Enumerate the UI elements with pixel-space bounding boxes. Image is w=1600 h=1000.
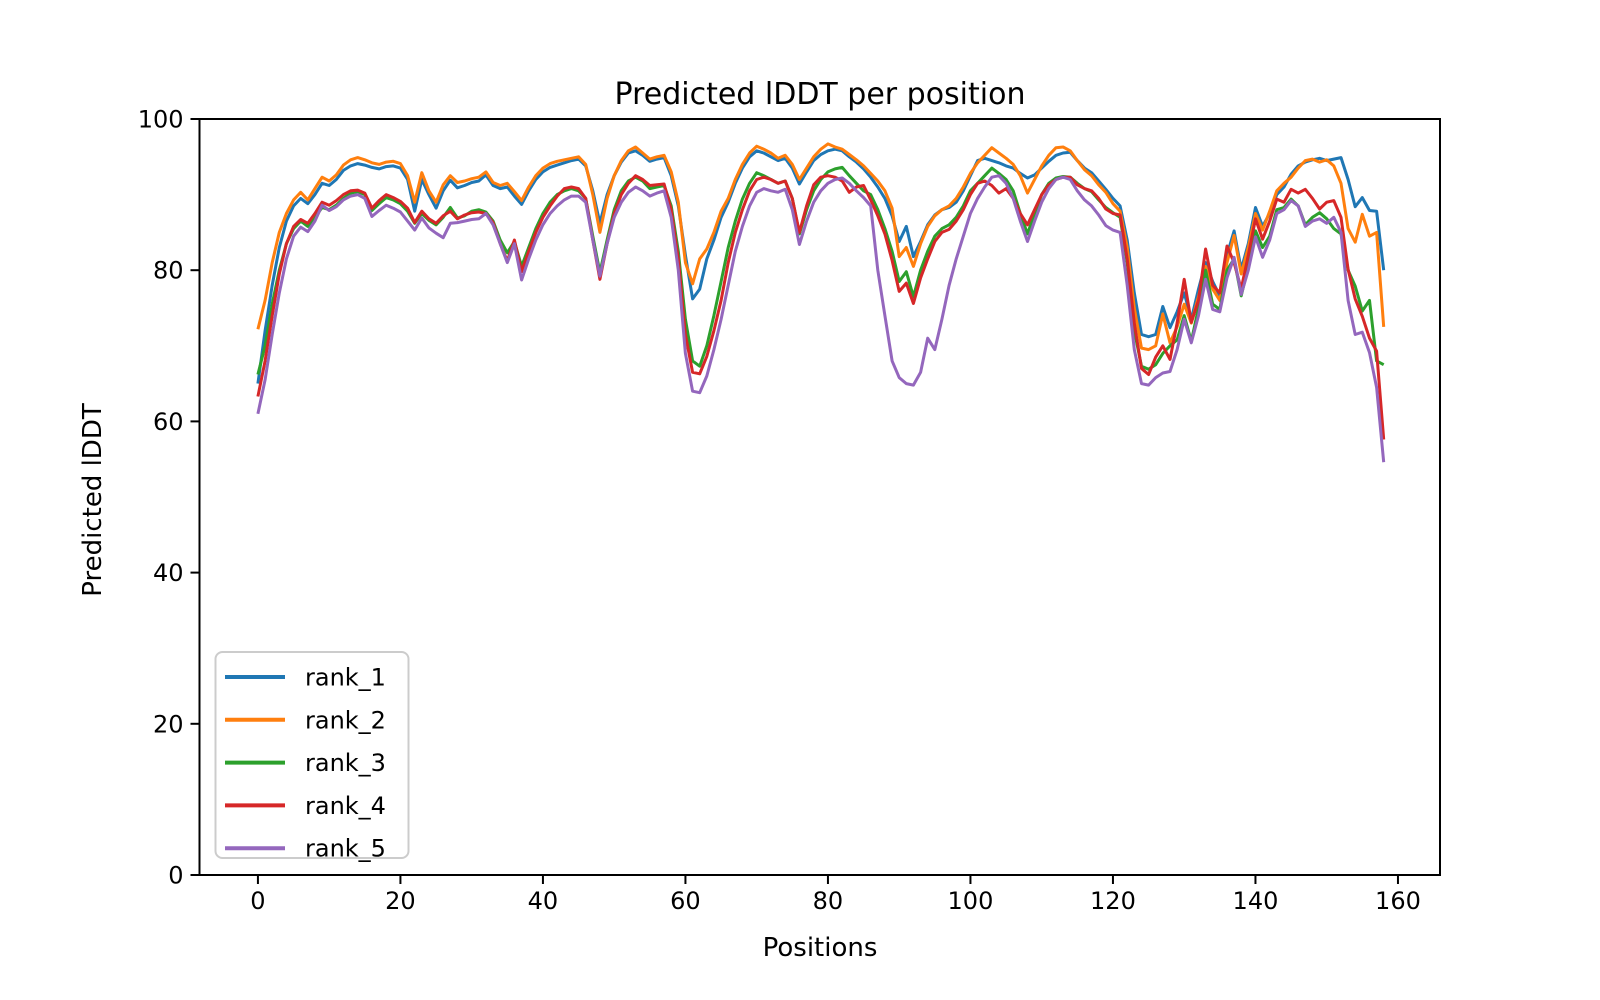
legend-entry-rank_2: rank_2: [225, 706, 386, 734]
x-tick-label: 120: [1090, 887, 1136, 915]
plot-area-box: [198, 118, 1441, 876]
legend-label-rank_1: rank_1: [305, 664, 386, 692]
x-axis-label: Positions: [763, 933, 878, 963]
legend-label-rank_3: rank_3: [305, 749, 386, 777]
legend-entry-rank_5: rank_5: [225, 835, 386, 863]
x-tick-label: 20: [385, 887, 416, 915]
y-tick-label: 80: [153, 257, 184, 285]
chart-title: Predicted lDDT per position: [615, 77, 1026, 112]
y-tick-label: 0: [168, 862, 183, 890]
x-tick-label: 0: [250, 887, 265, 915]
legend-label-rank_4: rank_4: [305, 792, 386, 820]
y-axis-ticks: 0 20 40 60 80 100: [138, 106, 200, 890]
x-tick-label: 100: [948, 887, 994, 915]
x-tick-label: 60: [670, 887, 701, 915]
legend-label-rank_2: rank_2: [305, 706, 386, 734]
x-axis-ticks: 0 20 40 60 80 100 120 140 160: [250, 875, 1421, 915]
legend-entry-rank_1: rank_1: [225, 664, 386, 692]
x-tick-label: 140: [1233, 887, 1279, 915]
legend-label-rank_5: rank_5: [305, 835, 386, 863]
y-axis-label: Predicted lDDT: [78, 403, 108, 597]
x-tick-label: 40: [528, 887, 559, 915]
y-tick-label: 60: [153, 408, 184, 436]
legend: rank_1 rank_2 rank_3 rank_4 rank_5: [214, 651, 410, 863]
series-line-rank_3: [256, 165, 1385, 375]
legend-entry-rank_3: rank_3: [225, 749, 386, 777]
legend-entry-rank_4: rank_4: [225, 792, 386, 820]
y-tick-label: 40: [153, 559, 184, 587]
y-tick-label: 100: [138, 106, 184, 134]
x-tick-label: 80: [813, 887, 844, 915]
series-lines: [256, 142, 1386, 463]
series-line-rank_2: [256, 142, 1386, 352]
series-line-rank_4: [256, 174, 1386, 440]
y-tick-label: 20: [153, 710, 184, 738]
series-line-rank_1: [256, 147, 1386, 384]
x-tick-label: 160: [1375, 887, 1421, 915]
series-line-rank_5: [256, 174, 1386, 463]
